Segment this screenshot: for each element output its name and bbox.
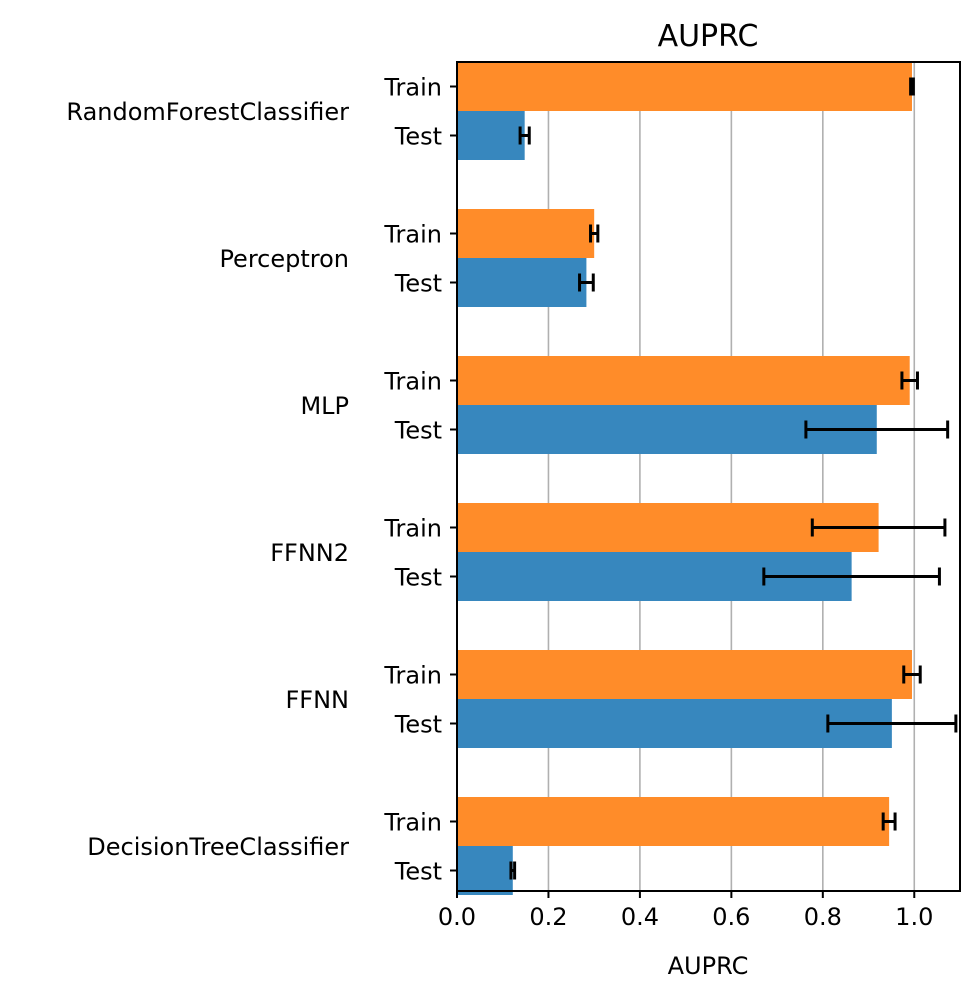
x-tick-label: 0.2 [529, 903, 567, 931]
x-axis-label: AUPRC [668, 952, 749, 980]
bar-train [457, 503, 879, 552]
model-label: FFNN [285, 686, 349, 714]
split-label-test: Test [394, 564, 442, 592]
bar-test [457, 258, 587, 307]
x-tick-label: 0.6 [712, 903, 750, 931]
split-label-train: Train [383, 368, 442, 396]
model-label: MLP [300, 392, 349, 420]
split-label-test: Test [394, 417, 442, 445]
chart-title: AUPRC [658, 19, 759, 54]
model-label: DecisionTreeClassifier [87, 833, 349, 861]
bar-test [457, 111, 525, 160]
x-tick-label: 1.0 [895, 903, 933, 931]
model-label: FFNN2 [270, 539, 349, 567]
bar-train [457, 209, 595, 258]
bar-train [457, 356, 910, 405]
plot-frame [456, 61, 961, 892]
x-tick-label: 0.0 [438, 903, 476, 931]
y-labels: Train Test RandomForestClassifier Train Test… [66, 74, 457, 886]
x-tick-label: 0.4 [621, 903, 659, 931]
x-tick-label: 0.8 [804, 903, 842, 931]
split-label-test: Test [394, 711, 442, 739]
grid-lines [547, 62, 916, 891]
split-label-train: Train [383, 662, 442, 690]
split-label-test: Test [394, 858, 442, 886]
split-label-train: Train [383, 221, 442, 249]
bar-train [457, 797, 890, 846]
split-label-test: Test [394, 123, 442, 151]
bar-train [457, 650, 912, 699]
bar-train [457, 62, 912, 111]
split-label-train: Train [383, 809, 442, 837]
split-label-train: Train [383, 74, 442, 102]
bar-test [457, 699, 892, 748]
model-label: RandomForestClassifier [66, 98, 349, 126]
x-ticks: 0.0 0.2 0.4 0.6 0.8 1.0 [438, 891, 933, 931]
model-label: Perceptron [219, 245, 349, 273]
split-label-train: Train [383, 515, 442, 543]
bars [457, 62, 912, 895]
bar-test [457, 846, 513, 895]
error-bars [509, 77, 958, 880]
split-label-test: Test [394, 270, 442, 298]
